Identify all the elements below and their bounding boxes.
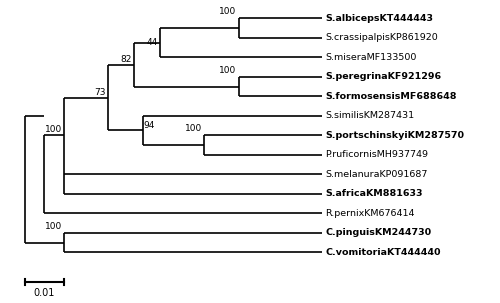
Text: S.similisKM287431: S.similisKM287431 <box>326 112 414 120</box>
Text: P.ruficornisMH937749: P.ruficornisMH937749 <box>326 150 428 159</box>
Text: 100: 100 <box>184 125 202 133</box>
Text: S.africaKM881633: S.africaKM881633 <box>326 189 423 198</box>
Text: 100: 100 <box>44 125 62 134</box>
Text: S.portschinskyiKM287570: S.portschinskyiKM287570 <box>326 131 464 140</box>
Text: 82: 82 <box>120 55 132 64</box>
Text: R.pernixKM676414: R.pernixKM676414 <box>326 209 415 218</box>
Text: 94: 94 <box>144 121 155 129</box>
Text: S.crassipalpisKP861920: S.crassipalpisKP861920 <box>326 33 438 42</box>
Text: 100: 100 <box>220 8 236 16</box>
Text: 100: 100 <box>44 222 62 231</box>
Text: 73: 73 <box>94 88 106 97</box>
Text: 44: 44 <box>146 38 158 47</box>
Text: 100: 100 <box>220 66 236 75</box>
Text: S.albicepsKT444443: S.albicepsKT444443 <box>326 14 434 23</box>
Text: C.vomitoriaKT444440: C.vomitoriaKT444440 <box>326 248 441 257</box>
Text: S.miseraMF133500: S.miseraMF133500 <box>326 53 417 62</box>
Text: S.peregrinaKF921296: S.peregrinaKF921296 <box>326 72 442 82</box>
Text: S.formosensisMF688648: S.formosensisMF688648 <box>326 92 457 101</box>
Text: S.melanuraKP091687: S.melanuraKP091687 <box>326 170 428 179</box>
Text: C.pinguisKM244730: C.pinguisKM244730 <box>326 228 432 237</box>
Text: 0.01: 0.01 <box>34 288 55 298</box>
